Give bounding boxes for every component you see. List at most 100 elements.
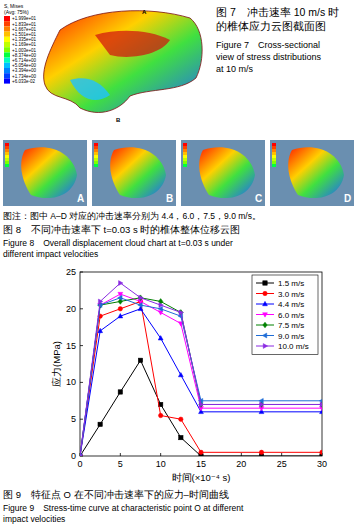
series-line bbox=[80, 294, 322, 456]
caption-en: view of stress distributions bbox=[216, 52, 322, 62]
panel-legend-swatch bbox=[183, 155, 187, 158]
caption-zh: 图 9 特征点 O 在不同冲击速率下的应力–时间曲线 bbox=[3, 489, 229, 500]
series-line bbox=[80, 298, 322, 456]
series-marker bbox=[98, 328, 103, 332]
series-marker bbox=[138, 303, 142, 308]
caption-en: Figure 7 Cross-sectional bbox=[216, 40, 320, 50]
series-marker bbox=[118, 314, 123, 318]
panel-legend-swatch bbox=[272, 164, 276, 167]
displacement-cloud bbox=[199, 147, 255, 198]
series-marker bbox=[119, 281, 123, 286]
panel-label: D bbox=[344, 193, 351, 204]
series-line bbox=[80, 298, 322, 456]
legend-entry: 9.0 m/s bbox=[278, 332, 304, 341]
x-tick-label: 20 bbox=[236, 459, 246, 469]
series-marker bbox=[80, 454, 83, 456]
panel-legend-swatch bbox=[183, 152, 187, 155]
vertebra-section bbox=[44, 11, 202, 113]
series-marker bbox=[179, 310, 183, 315]
legend-entry: 7.5 m/s bbox=[278, 321, 304, 330]
series-marker bbox=[118, 295, 122, 300]
legend-swatch bbox=[4, 26, 10, 31]
legend-swatch bbox=[4, 47, 10, 52]
panel-legend-swatch bbox=[5, 152, 9, 155]
panel-legend-swatch bbox=[183, 158, 187, 161]
legend-entry: 6.0 m/s bbox=[278, 311, 304, 320]
panel-legend-swatch bbox=[94, 143, 98, 146]
x-tick-label: 10 bbox=[156, 459, 166, 469]
y-tick bbox=[80, 419, 83, 420]
panel-legend-swatch bbox=[94, 158, 98, 161]
series-marker bbox=[320, 402, 322, 408]
figure-label: A bbox=[142, 9, 147, 15]
y-tick-label: 5 bbox=[71, 414, 76, 424]
x-tick-label: 5 bbox=[118, 459, 123, 469]
y-tick-label: 10 bbox=[66, 377, 76, 387]
panel-label: A bbox=[77, 193, 84, 204]
x-tick bbox=[160, 453, 161, 456]
caption-en: Figure 9 Stress-time curve at characteri… bbox=[3, 503, 244, 513]
legend-box bbox=[252, 275, 318, 355]
x-tick-label: 30 bbox=[317, 459, 327, 469]
y-axis-label: 应力(MPa) bbox=[51, 341, 62, 387]
series-marker bbox=[259, 450, 263, 454]
series-marker bbox=[138, 295, 142, 301]
panel-legend-swatch bbox=[183, 146, 187, 149]
legend-swatch bbox=[4, 78, 10, 83]
legend-swatch bbox=[4, 32, 10, 37]
x-axis-label: 时间(×10⁻⁴ s) bbox=[172, 472, 231, 483]
panel-legend-swatch bbox=[272, 158, 276, 161]
panel-legend-swatch bbox=[272, 161, 276, 164]
panel-background bbox=[92, 140, 176, 206]
legend-swatch bbox=[4, 63, 10, 68]
series-marker bbox=[118, 307, 122, 311]
panel-legend-swatch bbox=[272, 155, 276, 158]
series-line bbox=[80, 301, 322, 456]
series-marker bbox=[98, 422, 102, 426]
panel-legend-swatch bbox=[5, 155, 9, 158]
legend-swatch bbox=[4, 37, 10, 42]
legend-entry: 10.0 m/s bbox=[278, 342, 309, 351]
legend-swatch bbox=[4, 16, 10, 21]
legend-marker bbox=[263, 322, 267, 328]
legend-entry: 3.0 m/s bbox=[278, 290, 304, 299]
panel-background bbox=[3, 140, 87, 206]
panel-label: C bbox=[255, 193, 262, 204]
figure-label: B bbox=[116, 117, 121, 123]
panel-background bbox=[270, 140, 354, 206]
series-line bbox=[80, 309, 322, 456]
series-marker bbox=[199, 450, 203, 454]
panel-legend-swatch bbox=[5, 158, 9, 161]
legend-marker bbox=[263, 344, 267, 349]
y-tick bbox=[80, 308, 83, 309]
legend-swatch bbox=[4, 68, 10, 73]
legend-value: +6.033e-02 bbox=[12, 79, 35, 84]
legend-title: (Avg: 75%) bbox=[4, 9, 29, 15]
panel-legend-swatch bbox=[183, 164, 187, 167]
panel-legend-swatch bbox=[183, 143, 187, 146]
series-marker bbox=[178, 372, 183, 376]
panel-legend-swatch bbox=[272, 143, 276, 146]
caption-zh: 图 7 冲击速率 10 m/s 时 bbox=[216, 6, 339, 18]
displacement-cloud bbox=[110, 147, 166, 198]
legend-entry: 4.4 m/s bbox=[278, 300, 304, 309]
series-marker bbox=[159, 303, 163, 308]
plot-frame bbox=[80, 272, 322, 456]
figure-note: 图注：图中 A–D 对应的冲击速率分别为 4.4，6.0，7.5，9.0 m/s… bbox=[3, 211, 261, 221]
series-line bbox=[80, 283, 322, 456]
page: ABS, Mises(Avg: 75%)+1.999e+01+1.833e+01… bbox=[0, 0, 359, 526]
panel-legend-swatch bbox=[183, 149, 187, 152]
legend-swatch bbox=[4, 52, 10, 57]
caption-en: different impact velocities bbox=[3, 249, 98, 259]
legend-marker bbox=[263, 301, 268, 305]
caption-en: Figure 8 Overall displacement cloud char… bbox=[3, 238, 233, 248]
legend-swatch bbox=[4, 42, 10, 47]
x-tick bbox=[120, 453, 121, 456]
panel-label: B bbox=[166, 193, 173, 204]
panel-legend-swatch bbox=[94, 155, 98, 158]
panel-legend-swatch bbox=[5, 143, 9, 146]
caption-zh: 图 8 不同冲击速率下 t=0.03 s 时的椎体整体位移云图 bbox=[3, 224, 240, 235]
series-marker bbox=[158, 413, 162, 417]
caption-en: at 10 m/s bbox=[216, 64, 254, 74]
legend-marker bbox=[262, 333, 266, 338]
